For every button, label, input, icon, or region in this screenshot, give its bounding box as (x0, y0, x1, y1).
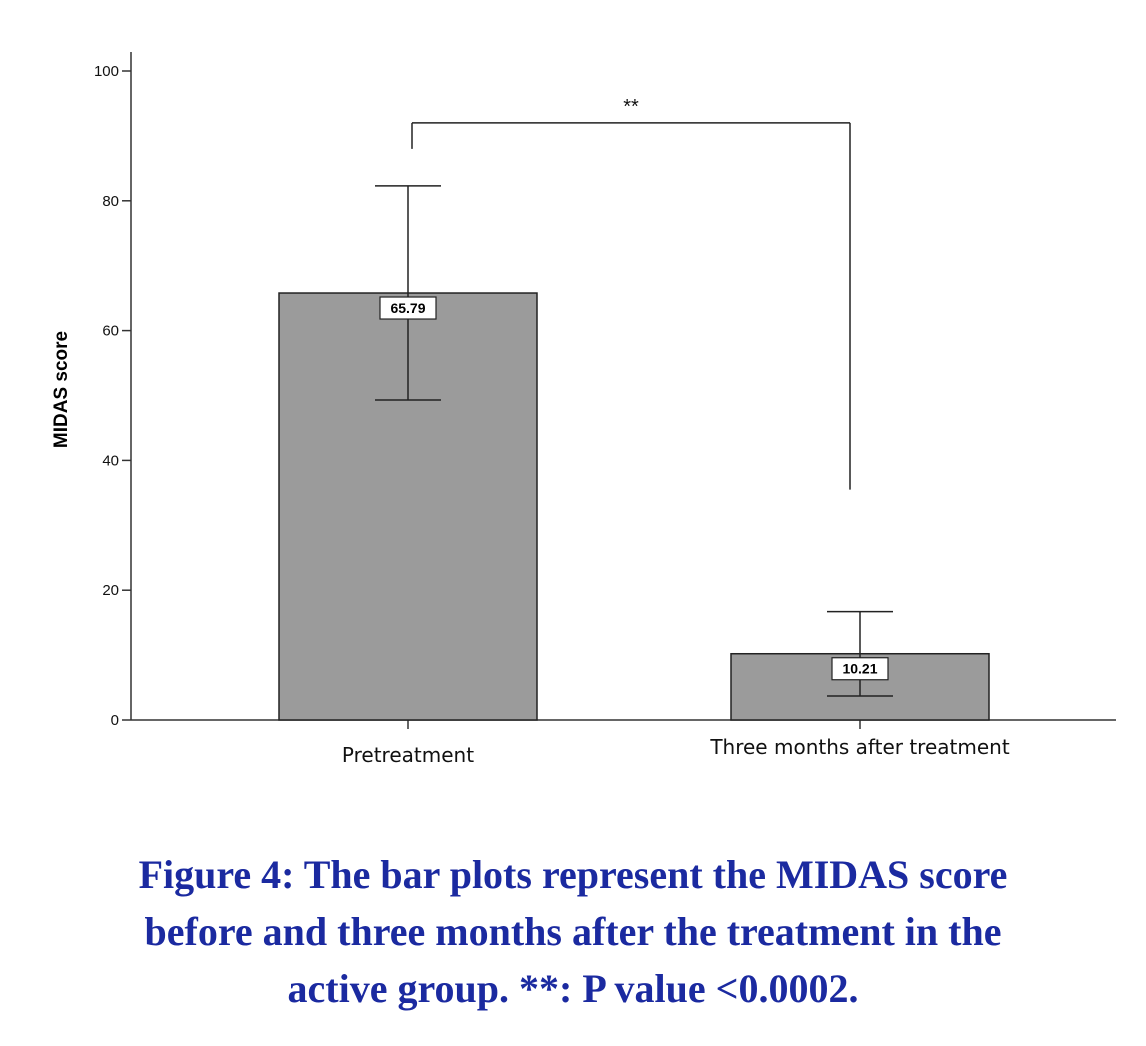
significance-label: ** (623, 96, 639, 118)
y-axis-title: MIDAS score (51, 331, 72, 448)
value-label-box (379, 296, 437, 320)
x-category-label: Pretreatment (342, 743, 474, 767)
bar-chart: 0 20 40 60 80 100 MIDAS score Pretreatment Three… (51, 52, 1116, 767)
caption-line-1: Figure 4: The bar plots represent the MI… (138, 852, 1008, 897)
y-tick-label: 80 (102, 193, 119, 210)
figure-caption: Figure 4: The bar plots represent the MI… (20, 846, 1126, 1017)
y-tick-label: 40 (102, 452, 119, 469)
y-tick-label: 20 (102, 582, 119, 599)
caption-line-2: before and three months after the treatm… (144, 909, 1002, 954)
caption-line-3: active group. **: P value <0.0002. (287, 966, 859, 1011)
y-tick-label: 0 (111, 712, 119, 729)
value-label: 10.21 (842, 661, 877, 677)
value-label-box (831, 657, 889, 681)
value-label: 65.79 (390, 300, 425, 316)
x-category-label: Three months after treatment (709, 735, 1009, 759)
y-tick-label: 60 (102, 323, 119, 340)
y-tick-label: 100 (94, 63, 119, 80)
bar-chart-container: 0 20 40 60 80 100 MIDAS score Pretreatment Three… (51, 52, 1116, 767)
